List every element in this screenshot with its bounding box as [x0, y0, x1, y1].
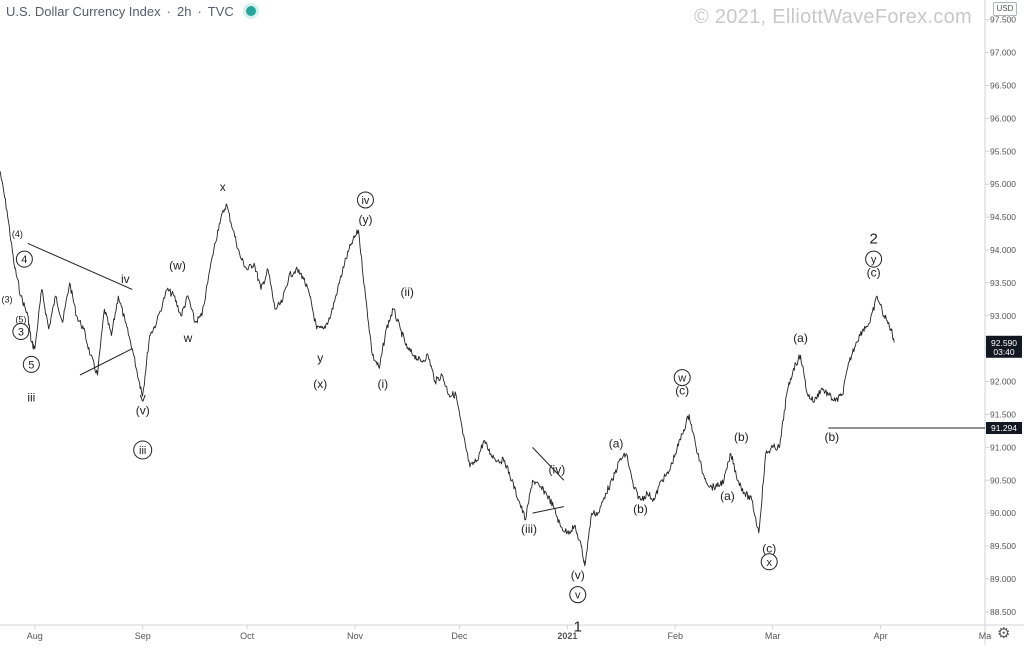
x-tick-label: Oct	[240, 631, 255, 641]
wave-label: (i)	[378, 377, 389, 391]
x-tick-label: Dec	[451, 631, 468, 641]
last-price-label: 92.590	[991, 338, 1017, 348]
wave-label-circle	[760, 553, 778, 571]
y-tick-label: 97.000	[990, 48, 1016, 58]
y-tick-label: 96.500	[990, 81, 1016, 91]
y-tick-label: 95.500	[990, 146, 1016, 156]
countdown-label: 03:40	[993, 347, 1015, 357]
watermark: © 2021, ElliottWaveForex.com	[693, 6, 972, 28]
wave-label-circle	[356, 191, 374, 209]
wave-label-circle	[22, 355, 40, 373]
wave-label-circle	[569, 586, 587, 604]
last-price-tag	[986, 335, 1022, 358]
wave-label: (a)	[793, 331, 808, 345]
wave-label: 3	[18, 327, 24, 339]
x-tick-label: Apr	[874, 631, 888, 641]
wave-label: (v)	[571, 568, 585, 582]
wave-label-circle	[15, 250, 33, 268]
wave-label: w	[677, 373, 686, 385]
wave-label: (3)	[1, 295, 12, 305]
wave-label: v	[575, 590, 581, 602]
currency-badge[interactable]: USD	[993, 2, 1017, 16]
wave-label: y	[317, 351, 323, 365]
wave-label: (4)	[12, 229, 23, 239]
x-tick-label: Sep	[135, 631, 151, 641]
x-tick-label: Mar	[765, 631, 781, 641]
wave-label: (iv)	[549, 463, 566, 477]
wave-label: 5	[28, 359, 34, 371]
wave-label: v	[140, 390, 146, 404]
y-tick-label: 90.000	[990, 508, 1016, 518]
y-tick-label: 94.000	[990, 245, 1016, 255]
wave-label: w	[183, 331, 193, 345]
wave-label-circle	[133, 440, 153, 460]
title-separator: ·	[197, 3, 202, 19]
trendline	[532, 447, 565, 481]
y-tick-label: 91.500	[990, 409, 1016, 419]
y-tick-label: 96.000	[990, 113, 1016, 123]
y-tick-label: 91.000	[990, 442, 1016, 452]
wave-label: 1	[574, 619, 582, 636]
wave-label: (b)	[633, 502, 648, 516]
price-series-line	[0, 171, 895, 567]
wave-label: 4	[21, 254, 27, 266]
y-tick-label: 89.500	[990, 541, 1016, 551]
x-tick-label: Feb	[667, 631, 683, 641]
chart-title: U.S. Dollar Currency Index · 2h · TVC	[6, 2, 256, 20]
wave-label: (v)	[136, 403, 150, 417]
x-tick-label: Ma	[979, 631, 992, 641]
wave-label: x	[220, 180, 226, 194]
trendline	[532, 506, 564, 514]
level-price-tag	[986, 422, 1022, 435]
y-tick-label: 95.000	[990, 179, 1016, 189]
y-tick-label: 93.000	[990, 311, 1016, 321]
wave-label: (a)	[609, 436, 624, 450]
x-tick-label: Aug	[27, 631, 43, 641]
wave-label: (a)	[720, 489, 735, 503]
data-source: TVC	[207, 3, 234, 19]
market-status-icon	[245, 6, 256, 16]
gear-icon[interactable]: ⚙	[997, 625, 1011, 642]
y-tick-label: 94.500	[990, 212, 1016, 222]
wave-label: (y)	[358, 213, 372, 227]
wave-label: iv	[121, 272, 130, 286]
wave-label-circle	[673, 369, 691, 387]
wave-label: (c)	[867, 265, 881, 279]
wave-label: iii	[139, 445, 146, 457]
wave-label: iii	[27, 390, 35, 404]
y-tick-label: 97.500	[990, 15, 1016, 25]
wave-label: (x)	[313, 377, 327, 391]
wave-label-circle	[12, 323, 30, 341]
x-tick-label: Nov	[347, 631, 364, 641]
interval[interactable]: 2h	[176, 3, 192, 19]
wave-label: (c)	[762, 542, 776, 556]
wave-label-circle	[865, 250, 883, 268]
y-tick-label: 90.500	[990, 475, 1016, 485]
trendline	[79, 348, 133, 376]
wave-label: (ii)	[401, 285, 414, 299]
wave-label: 2	[869, 230, 877, 247]
y-tick-label: 93.500	[990, 278, 1016, 288]
wave-label: y	[871, 254, 877, 266]
wave-label: iv	[361, 195, 369, 207]
wave-label: (b)	[734, 430, 749, 444]
wave-label: (c)	[675, 384, 689, 398]
wave-label: (w)	[169, 259, 186, 273]
y-tick-label: 88.500	[990, 607, 1016, 617]
wave-label: (5)	[15, 314, 26, 324]
symbol-name[interactable]: U.S. Dollar Currency Index	[6, 3, 161, 19]
wave-label: (iii)	[521, 522, 537, 536]
x-tick-label: 2021	[557, 631, 577, 641]
trendline	[27, 242, 133, 290]
wave-label: x	[766, 557, 772, 569]
y-tick-label: 92.000	[990, 377, 1016, 387]
y-tick-label: 89.000	[990, 574, 1016, 584]
wave-label: (b)	[825, 430, 840, 444]
title-separator: ·	[166, 3, 171, 19]
level-price-label: 91.294	[991, 423, 1017, 433]
